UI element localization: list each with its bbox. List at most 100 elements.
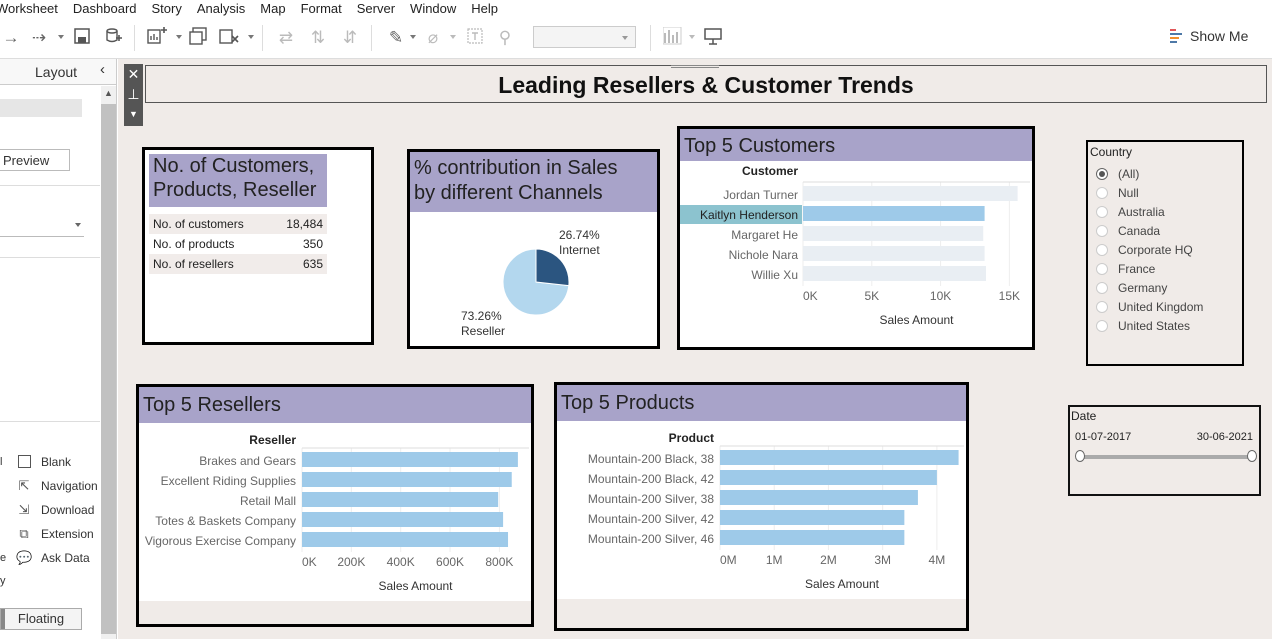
country-option-null[interactable]: Null bbox=[1096, 183, 1203, 202]
date-slider-track[interactable] bbox=[1080, 455, 1252, 459]
radio-icon[interactable] bbox=[1096, 224, 1108, 237]
radio-icon[interactable] bbox=[1096, 186, 1108, 199]
clear-sheet-caret-icon[interactable] bbox=[248, 35, 254, 39]
bar[interactable] bbox=[803, 266, 986, 281]
date-slider-start-handle[interactable] bbox=[1075, 450, 1085, 462]
show-me-button[interactable]: Show Me bbox=[1170, 28, 1248, 44]
date-slider-end-handle[interactable] bbox=[1247, 450, 1257, 462]
country-option-united-states[interactable]: United States bbox=[1096, 316, 1203, 335]
customers-panel[interactable]: Top 5 Customers Customer Jordan Turner Kai… bbox=[677, 126, 1035, 350]
size-dropdown[interactable] bbox=[0, 215, 84, 237]
bar[interactable] bbox=[302, 492, 499, 507]
object-navigation[interactable]: ⇱ Navigation bbox=[16, 479, 98, 494]
country-option-france[interactable]: France bbox=[1096, 259, 1203, 278]
bar[interactable] bbox=[803, 186, 1018, 201]
menu-map[interactable]: Map bbox=[260, 1, 286, 16]
group-caret-icon[interactable] bbox=[450, 35, 456, 39]
bar[interactable] bbox=[720, 490, 918, 505]
menu-help[interactable]: Help bbox=[471, 1, 499, 16]
object-blank[interactable]: Blank bbox=[16, 455, 71, 469]
radio-icon[interactable] bbox=[1096, 205, 1108, 218]
title-drag-handle[interactable] bbox=[671, 65, 719, 75]
resellers-bar-chart[interactable]: Reseller Brakes and Gears Excellent Riding… bbox=[139, 423, 531, 601]
object-ask-data[interactable]: 💬 Ask Data bbox=[16, 550, 90, 566]
menu-worksheet[interactable]: Worksheet bbox=[0, 1, 58, 16]
country-option-germany[interactable]: Germany bbox=[1096, 278, 1203, 297]
pin-object-icon[interactable]: ⊥ bbox=[127, 86, 140, 102]
layout-tab[interactable]: Layout ‹ bbox=[0, 59, 116, 85]
more-options-icon[interactable]: ▼ bbox=[129, 109, 138, 119]
remove-icon[interactable]: ✕ bbox=[127, 66, 140, 82]
redo-arrow-icon[interactable]: → bbox=[2, 28, 20, 47]
object-extension[interactable]: ⧉ Extension bbox=[16, 527, 93, 542]
bar[interactable] bbox=[302, 532, 509, 547]
bar[interactable] bbox=[302, 512, 504, 527]
highlight-icon[interactable]: ✎ bbox=[388, 28, 404, 47]
radio-icon[interactable] bbox=[1096, 319, 1108, 332]
channels-pie-chart[interactable]: 26.74% Internet 73.26% Reseller bbox=[410, 212, 657, 346]
radio-icon[interactable] bbox=[1096, 262, 1108, 275]
products-panel[interactable]: Top 5 Products Product Mountain-200 Black… bbox=[554, 382, 969, 631]
ask-data-icon: 💬 bbox=[16, 550, 33, 565]
sort-descending-icon[interactable]: ⇵ bbox=[342, 28, 358, 47]
bar[interactable] bbox=[720, 530, 905, 545]
menu-story[interactable]: Story bbox=[151, 1, 182, 16]
new-worksheet-caret-icon[interactable] bbox=[176, 35, 182, 39]
bar[interactable] bbox=[302, 472, 512, 487]
radio-icon[interactable] bbox=[1096, 243, 1108, 256]
new-datasource-icon[interactable] bbox=[102, 27, 124, 49]
menu-dashboard[interactable]: Dashboard bbox=[72, 1, 137, 16]
presentation-mode-chart-icon[interactable] bbox=[662, 26, 684, 49]
swap-rows-columns-icon[interactable]: ⇄ bbox=[278, 28, 294, 47]
products-bar-chart[interactable]: Product Mountain-200 Black, 38 Mountain-20… bbox=[557, 421, 966, 599]
kpi-panel[interactable]: No. of Customers, Products, Reseller No.… bbox=[142, 147, 374, 345]
menu-window[interactable]: Window bbox=[410, 1, 457, 16]
radio-selected-icon[interactable] bbox=[1096, 167, 1108, 180]
highlight-caret-icon[interactable] bbox=[410, 35, 416, 39]
country-option-canada[interactable]: Canada bbox=[1096, 221, 1203, 240]
presentation-icon[interactable] bbox=[702, 27, 724, 49]
country-option-corporate-hq[interactable]: Corporate HQ bbox=[1096, 240, 1203, 259]
bar[interactable] bbox=[803, 226, 984, 241]
country-filter-title: Country bbox=[1090, 145, 1133, 159]
replay-icon[interactable]: ⇢ bbox=[31, 28, 47, 47]
bar[interactable] bbox=[302, 452, 518, 467]
country-option-united-kingdom[interactable]: United Kingdom bbox=[1096, 297, 1203, 316]
radio-icon[interactable] bbox=[1096, 281, 1108, 294]
collapse-pane-icon[interactable]: ‹ bbox=[100, 61, 105, 78]
menu-analysis[interactable]: Analysis bbox=[196, 1, 246, 16]
show-labels-icon[interactable] bbox=[464, 27, 486, 49]
fit-dropdown[interactable] bbox=[533, 26, 636, 48]
category-label: Vigorous Exercise Company bbox=[145, 534, 296, 548]
resellers-panel[interactable]: Top 5 Resellers Reseller Brakes and Gears… bbox=[136, 384, 534, 627]
replay-caret-icon[interactable] bbox=[58, 35, 64, 39]
duplicate-sheet-icon[interactable] bbox=[188, 27, 210, 49]
sort-ascending-icon[interactable]: ⇅ bbox=[310, 28, 326, 47]
pie-slice-internet[interactable] bbox=[535, 248, 570, 287]
bar[interactable] bbox=[803, 206, 985, 221]
scroll-up-icon[interactable]: ▲ bbox=[104, 88, 113, 98]
menu-server[interactable]: Server bbox=[356, 1, 396, 16]
device-preview-button[interactable]: Preview bbox=[0, 149, 70, 171]
bar[interactable] bbox=[720, 470, 937, 485]
country-option-all[interactable]: (All) bbox=[1096, 164, 1203, 183]
object-download[interactable]: ⇲ Download bbox=[16, 503, 95, 518]
country-option-australia[interactable]: Australia bbox=[1096, 202, 1203, 221]
new-worksheet-icon[interactable] bbox=[146, 27, 168, 49]
bar[interactable] bbox=[720, 450, 959, 465]
scrollbar-thumb[interactable] bbox=[101, 104, 116, 634]
floating-button[interactable]: Floating bbox=[0, 608, 82, 630]
chart-caret-icon[interactable] bbox=[689, 35, 695, 39]
radio-icon[interactable] bbox=[1096, 300, 1108, 313]
clear-sheet-icon[interactable] bbox=[218, 27, 240, 49]
bar[interactable] bbox=[720, 510, 905, 525]
bar[interactable] bbox=[803, 246, 985, 261]
pin-icon[interactable]: ⚲ bbox=[498, 28, 512, 47]
channels-panel[interactable]: % contribution in Sales by different Cha… bbox=[407, 149, 660, 349]
left-pane-scrollbar[interactable]: ▲ bbox=[101, 86, 116, 639]
save-icon[interactable] bbox=[71, 27, 93, 49]
group-icon[interactable]: ⌀ bbox=[427, 28, 439, 47]
customers-bar-chart[interactable]: Customer Jordan Turner Kaitlyn Henderson Ma… bbox=[680, 161, 1032, 347]
menu-format[interactable]: Format bbox=[300, 1, 342, 16]
device-selector[interactable] bbox=[0, 99, 82, 117]
